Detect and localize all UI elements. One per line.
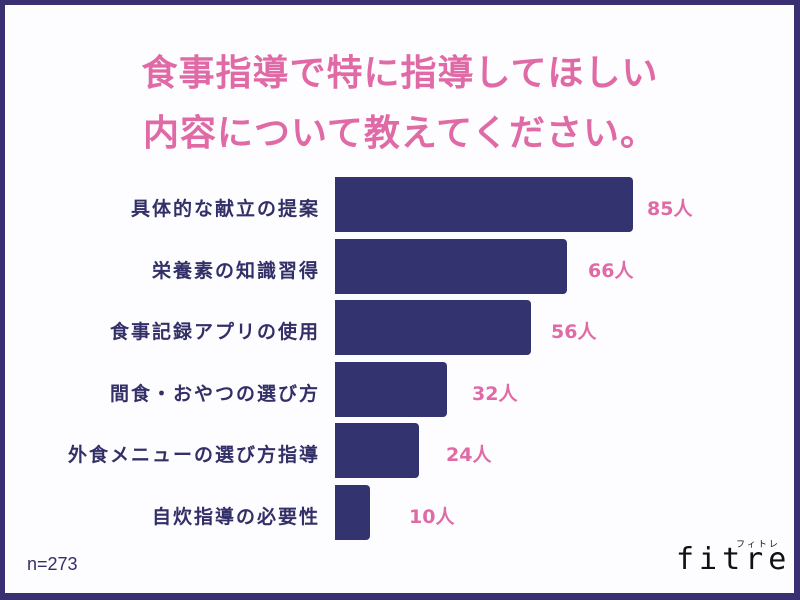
category-label: 間食・おやつの選び方: [109, 383, 320, 405]
bar: [335, 300, 531, 355]
value-label: 10人: [409, 506, 455, 528]
value-label: 24人: [446, 444, 492, 466]
chart-title-line2: 内容について教えてください。: [142, 113, 658, 154]
category-label: 外食メニューの選び方指導: [67, 444, 320, 466]
value-label: 32人: [472, 383, 518, 405]
category-label: 具体的な献立の提案: [130, 198, 320, 220]
chart-frame: [5, 5, 794, 593]
chart-title-line1: 食事指導で特に指導してほしい: [141, 53, 659, 94]
bar: [335, 423, 419, 478]
category-label: 自炊指導の必要性: [151, 506, 320, 528]
bar: [335, 485, 370, 540]
value-label: 56人: [551, 321, 597, 343]
logo-subtext: フィトレ: [736, 540, 780, 550]
bar: [335, 362, 447, 417]
bar: [335, 239, 567, 294]
sample-size: n=273: [27, 554, 78, 574]
category-label: 栄養素の知識習得: [151, 260, 320, 282]
value-label: 66人: [588, 260, 634, 282]
category-label: 食事記録アプリの使用: [109, 321, 320, 343]
bar: [335, 177, 633, 232]
brand-logo: fitre: [676, 542, 792, 577]
value-label: 85人: [647, 198, 693, 220]
